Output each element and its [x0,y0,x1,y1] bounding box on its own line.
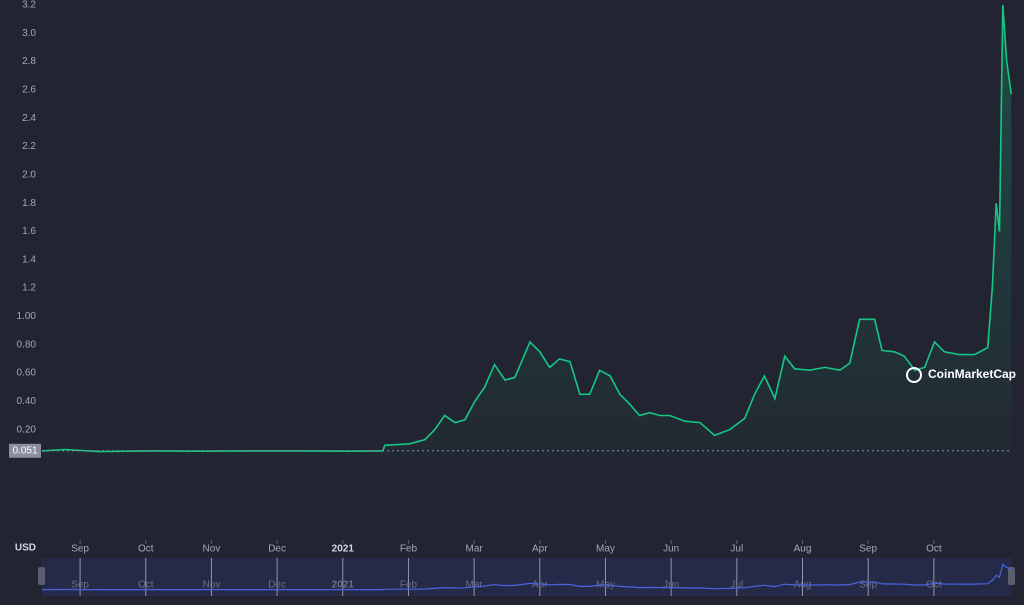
y-tick-label: 1.4 [22,254,36,265]
x-tick-label: Mar [466,544,484,555]
y-tick-label: 1.8 [22,198,36,209]
navigator-tick-label: Jul [730,580,743,591]
x-tick-label: May [596,544,615,555]
x-tick-label: Nov [203,544,221,555]
y-tick-label: 1.6 [22,226,36,237]
navigator-tick-label: Oct [138,580,154,591]
x-tick-label: Jun [663,544,679,555]
y-tick-label: 2.4 [22,113,36,124]
y-tick-label: 1.00 [17,311,37,322]
navigator-tick-label: Jun [663,580,679,591]
navigator-tick-label: 2021 [332,580,355,591]
navigator-tick-label: Sep [71,580,89,591]
y-tick-label: 0.80 [17,339,37,350]
y-tick-label: 3.0 [22,28,36,39]
y-tick-label: 2.8 [22,56,36,67]
x-tick-label: Oct [138,544,154,555]
x-tick-label: Oct [926,544,942,555]
x-tick-label: Aug [794,544,812,555]
currency-label: USD [15,543,36,554]
navigator-tick-label: Mar [466,580,484,591]
navigator-tick-label: Sep [859,580,877,591]
navigator-tick-label: Oct [926,580,942,591]
price-line [41,4,1013,453]
y-tick-label: 0.60 [17,368,37,379]
last-price-box [9,443,41,458]
x-tick-label: Jul [730,544,743,555]
x-tick-label: 2021 [332,544,355,555]
navigator-line [41,563,1012,591]
x-tick-label: Sep [71,544,89,555]
navigator-tick-label: Feb [400,580,418,591]
watermark: CoinMarketCap [928,367,1016,381]
y-tick-label: 0.20 [17,424,37,435]
navigator-tick-label: Nov [203,580,221,591]
navigator-tick-label: Dec [268,580,286,591]
x-tick-label: Feb [400,544,418,555]
navigator-tick-label: Apr [532,580,548,591]
y-tick-label: 0.40 [17,396,37,407]
y-tick-label: 1.2 [22,283,36,294]
watermark-logo [906,367,922,383]
last-price-label: 0.051 [12,445,37,456]
x-tick-label: Apr [532,544,548,555]
navigator-handle-left[interactable] [38,567,45,585]
y-tick-label: 2.0 [22,169,36,180]
x-tick-label: Sep [859,544,877,555]
price-area [42,5,1012,458]
y-tick-label: 2.2 [22,141,36,152]
y-tick-label: 3.2 [22,0,36,11]
x-tick-label: Dec [268,544,286,555]
navigator-handle-right[interactable] [1008,567,1015,585]
y-tick-label: 2.6 [22,85,36,96]
